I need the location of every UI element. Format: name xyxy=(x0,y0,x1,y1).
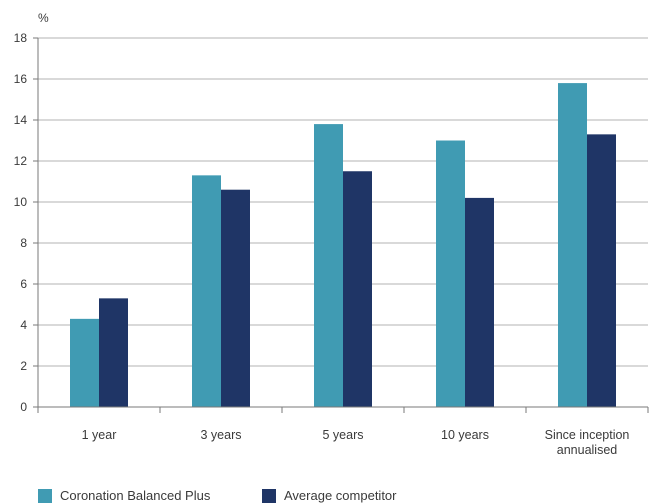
category-labels: 1 year 3 years 5 years 10 years Since incept… xyxy=(82,428,630,457)
y-tick-label: 12 xyxy=(14,154,28,168)
y-tick-label: 10 xyxy=(14,195,28,209)
bar-coronation-balanced-plus-2 xyxy=(314,124,343,407)
y-tick-label: 14 xyxy=(14,113,28,127)
bar-average-competitor-4 xyxy=(587,134,616,407)
y-tick-label: 0 xyxy=(20,400,27,414)
y-tick-label: 2 xyxy=(20,359,27,373)
bar-average-competitor-3 xyxy=(465,197,494,407)
y-axis-unit-label: % xyxy=(38,11,49,25)
bar-average-competitor-1 xyxy=(221,189,250,407)
y-tick-label: 6 xyxy=(20,277,27,291)
y-tick-label: 18 xyxy=(14,31,28,45)
legend-label-coronation-balanced-plus: Coronation Balanced Plus xyxy=(60,488,211,503)
x-axis xyxy=(37,38,649,413)
x-category-label: annualised xyxy=(557,443,618,457)
bar-coronation-balanced-plus-3 xyxy=(436,140,465,407)
bar-average-competitor-2 xyxy=(343,171,372,407)
bar-coronation-balanced-plus-1 xyxy=(192,175,221,407)
bar-coronation-balanced-plus-4 xyxy=(558,83,587,407)
bar-average-competitor-0 xyxy=(99,298,128,407)
x-category-label: 3 years xyxy=(201,428,242,442)
x-category-label: 5 years xyxy=(323,428,364,442)
legend-swatch-average-competitor xyxy=(262,489,276,503)
legend-label-average-competitor: Average competitor xyxy=(284,488,397,503)
legend-swatch-coronation-balanced-plus xyxy=(38,489,52,503)
legend: Coronation Balanced Plus Average competi… xyxy=(38,488,397,503)
bar-coronation-balanced-plus-0 xyxy=(70,318,99,407)
x-category-label: Since inception xyxy=(545,428,630,442)
x-category-label: 1 year xyxy=(82,428,117,442)
y-tick-label: 8 xyxy=(20,236,27,250)
y-tick-label: 16 xyxy=(14,72,28,86)
bars xyxy=(70,83,616,407)
x-category-label: 10 years xyxy=(441,428,489,442)
y-tick-label: 4 xyxy=(20,318,27,332)
y-axis-ticks: 0 2 4 6 8 10 12 14 16 18 xyxy=(14,31,38,414)
